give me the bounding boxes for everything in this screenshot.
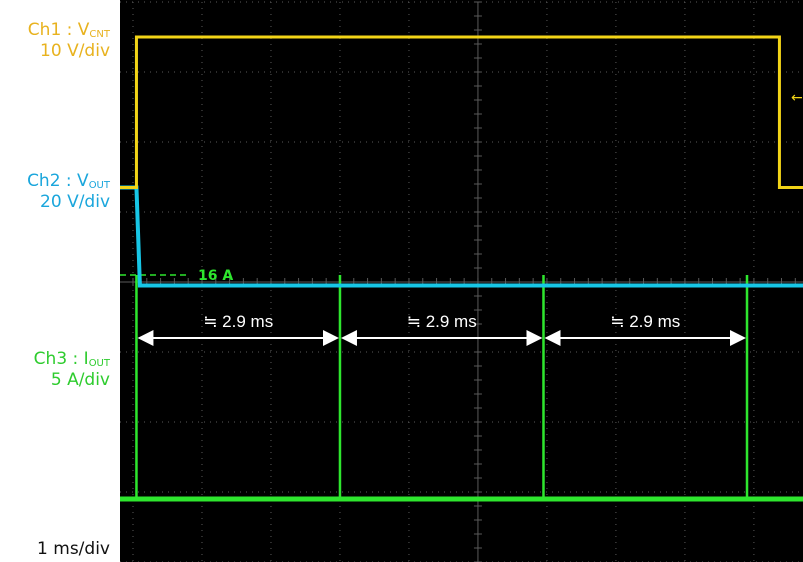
ch1-name: Ch1 : VCNT [27, 20, 110, 40]
scope-background [120, 0, 803, 562]
ch2-label: Ch2 : VOUT 20 V/div [27, 171, 110, 213]
ch1-trace [120, 35, 803, 189]
channel-labels: Ch1 : VCNT 10 V/div Ch2 : VOUT 20 V/div … [0, 0, 118, 562]
trigger-marker-icon: ← [791, 90, 803, 106]
ch3-name: Ch3 : IOUT [33, 349, 110, 369]
peak-label: 16 A [198, 268, 233, 284]
ch1-scale: 10 V/div [40, 41, 110, 61]
interval-label: ≒ 2.9 ms [610, 312, 680, 331]
ch3-label: Ch3 : IOUT 5 A/div [34, 349, 110, 391]
interval-label: ≒ 2.9 ms [407, 312, 477, 331]
ch2-scale: 20 V/div [40, 192, 110, 212]
ch2-name: Ch2 : VOUT [27, 171, 110, 191]
timebase-label: 1 ms/div [37, 539, 110, 559]
ch1-label: Ch1 : VCNT 10 V/div [28, 20, 110, 62]
interval-label: ≒ 2.9 ms [203, 312, 273, 331]
ch3-scale: 5 A/div [50, 370, 110, 390]
